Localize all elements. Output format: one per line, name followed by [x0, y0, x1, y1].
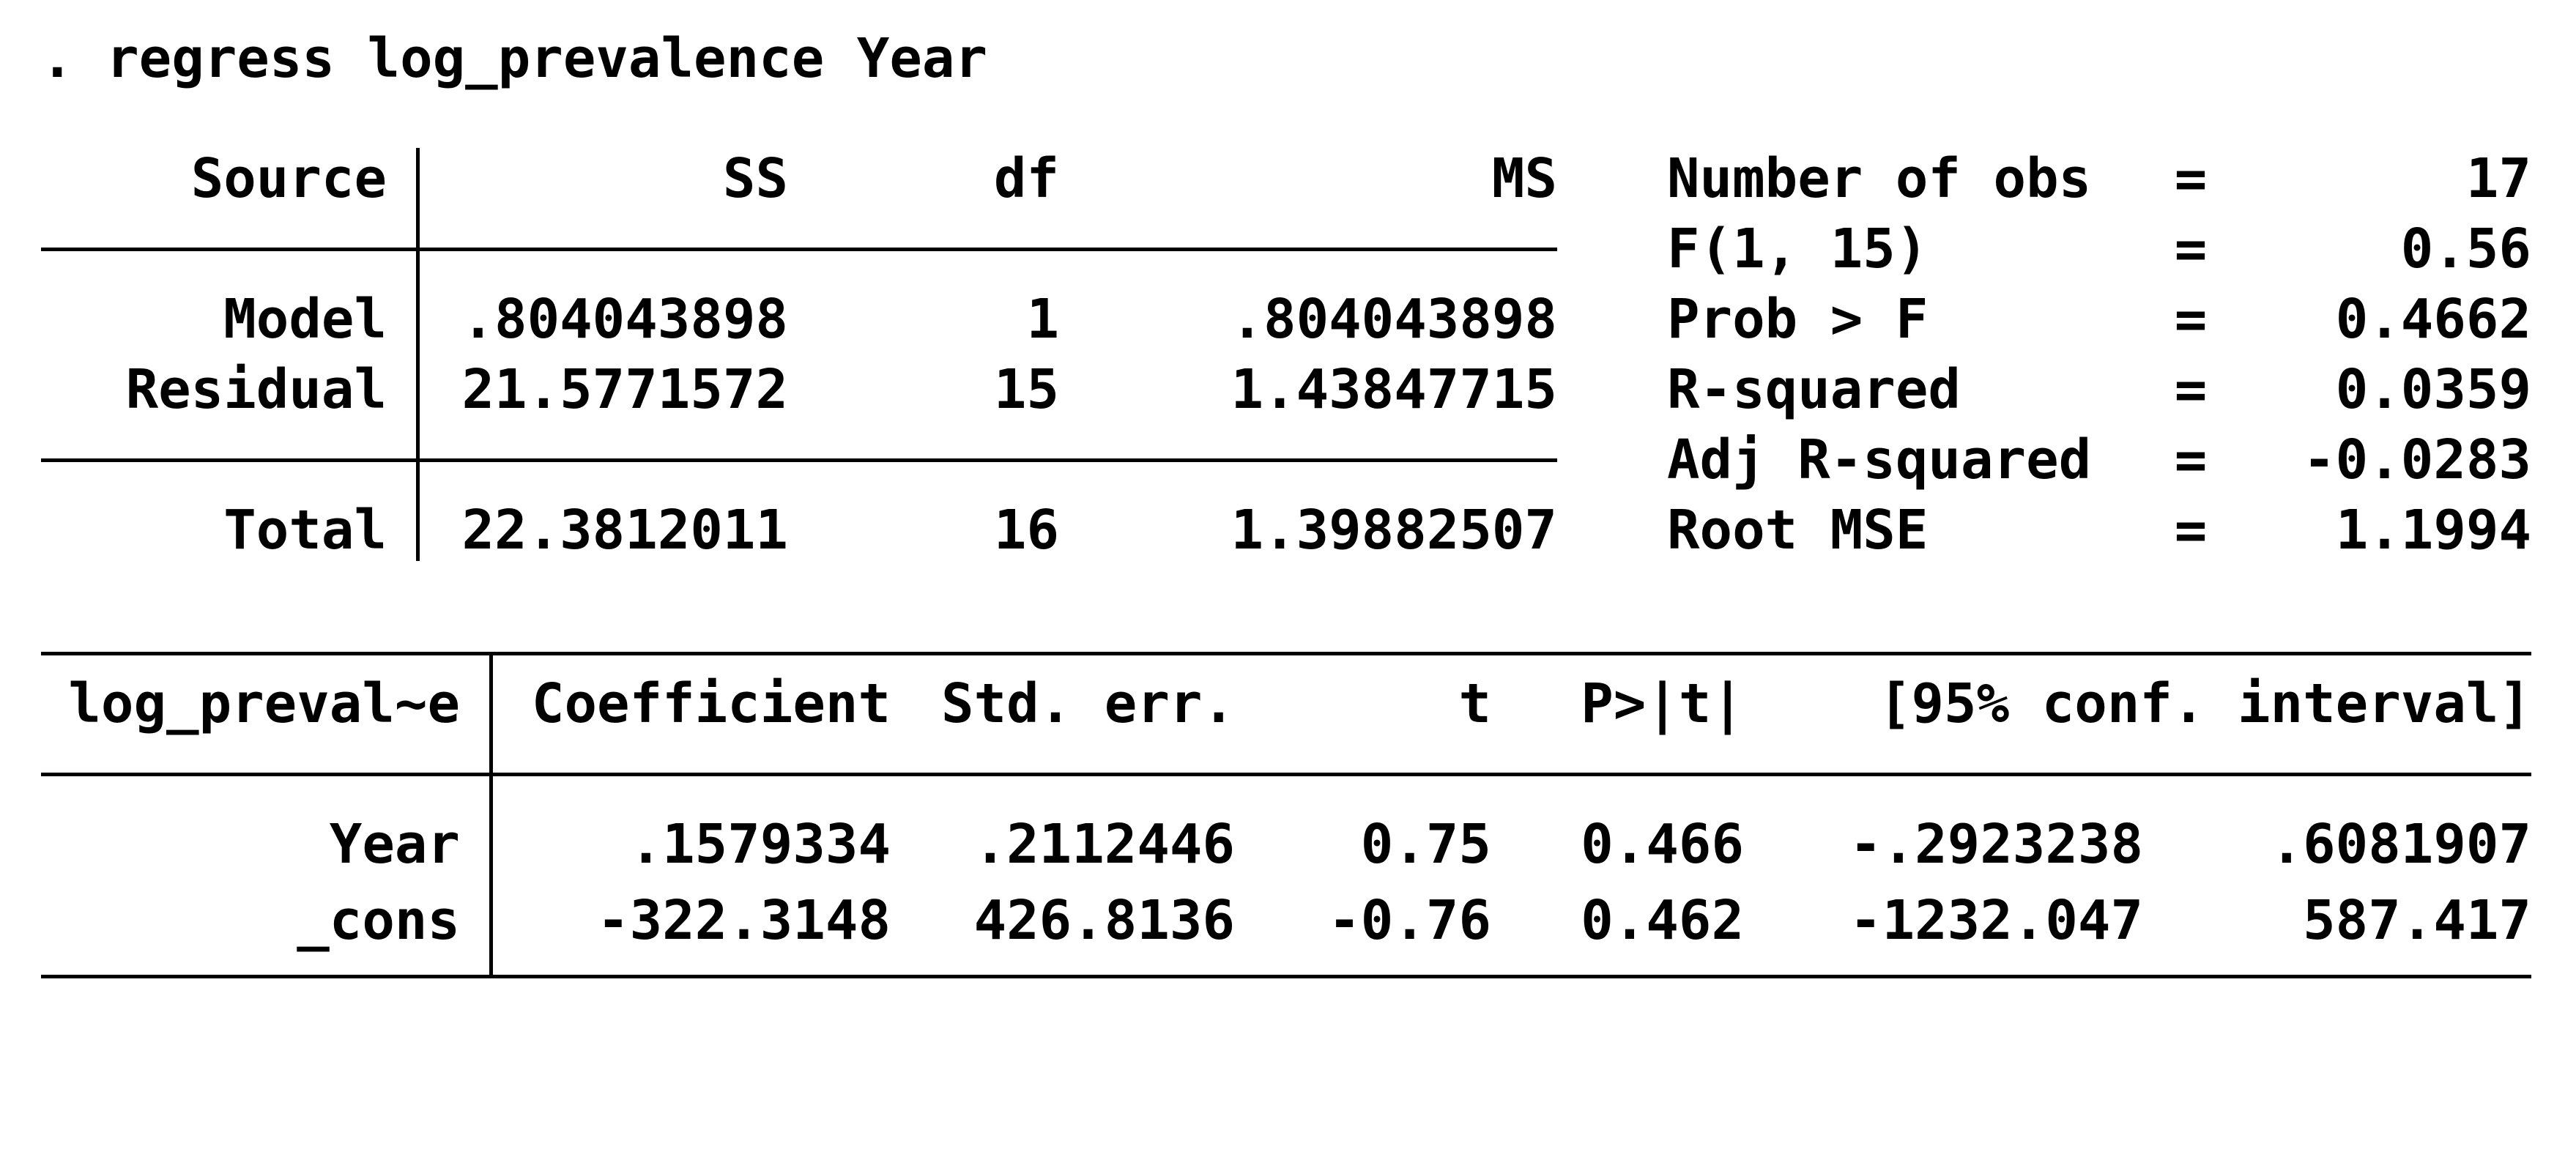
coef-cell-name: Year — [329, 813, 460, 876]
coef-cell-ci-low: -1232.047 — [1849, 889, 2143, 952]
stat-r-squared: R-squared = 0.0359 — [1667, 354, 2531, 425]
equals-sign: = — [2174, 288, 2208, 351]
coef-header-depvar: log_preval~e — [68, 672, 460, 735]
anova-cell-source: Total — [223, 499, 387, 562]
stat-label: F(1, 15) — [1667, 218, 1929, 280]
stat-value: 0.56 — [2400, 218, 2531, 280]
horizontal-rule — [41, 458, 1557, 462]
anova-rule-total — [41, 425, 1557, 495]
anova-cell-ms: 1.39882507 — [1231, 499, 1557, 562]
coef-cell-ci-low: -.2923238 — [1849, 813, 2143, 876]
horizontal-rule — [41, 773, 2531, 776]
stat-root-mse: Root MSE = 1.1994 — [1667, 495, 2531, 565]
anova-cell-ms: 1.43847715 — [1231, 358, 1557, 421]
anova-rule-top — [41, 214, 1557, 284]
coef-vertical-divider — [489, 655, 493, 975]
coef-header-coefficient: Coefficient — [531, 672, 891, 735]
coef-header-p: P>|t| — [1581, 672, 1744, 735]
anova-cell-ss: 22.3812011 — [461, 499, 788, 562]
anova-row-residual: Residual 21.5771572 15 1.43847715 — [41, 354, 1557, 425]
stat-value: 0.0359 — [2335, 358, 2531, 421]
coef-cell-coef: .1579334 — [629, 813, 891, 876]
coef-cell-stderr: 426.8136 — [973, 889, 1235, 952]
anova-row-model: Model .804043898 1 .804043898 — [41, 284, 1557, 354]
stat-value: 17 — [2465, 147, 2531, 210]
coef-header-t: t — [1458, 672, 1491, 735]
coef-row-year: Year .1579334 .2112446 0.75 0.466 -.2923… — [41, 806, 2531, 882]
command-text: . regress log_prevalence Year — [41, 27, 988, 90]
stat-label: Prob > F — [1667, 288, 1929, 351]
coef-rule-header — [41, 742, 2531, 806]
anova-table: Source SS df MS Model .804043898 1 .8040… — [41, 144, 1557, 565]
coef-row-cons: _cons -322.3148 426.8136 -0.76 0.462 -12… — [41, 882, 2531, 959]
equals-sign: = — [2174, 358, 2208, 421]
anova-cell-source: Residual — [125, 358, 387, 421]
equals-sign: = — [2174, 428, 2208, 491]
coef-cell-stderr: .2112446 — [973, 813, 1235, 876]
anova-vertical-divider — [416, 148, 420, 561]
horizontal-rule — [41, 248, 1557, 251]
stat-f: F(1, 15) = 0.56 — [1667, 214, 2531, 284]
stat-prob-f: Prob > F = 0.4662 — [1667, 284, 2531, 354]
stat-value: -0.0283 — [2303, 428, 2531, 491]
coef-cell-ci-high: 587.417 — [2303, 889, 2531, 952]
anova-header-df: df — [993, 147, 1059, 210]
equals-sign: = — [2174, 499, 2208, 562]
coef-cell-p: 0.462 — [1581, 889, 1744, 952]
stat-value: 0.4662 — [2335, 288, 2531, 351]
stat-adj-r-squared: Adj R-squared = -0.0283 — [1667, 425, 2531, 495]
coef-cell-name: _cons — [297, 889, 460, 952]
stat-number-of-obs: Number of obs = 17 — [1667, 144, 2531, 214]
anova-cell-ss: .804043898 — [461, 288, 788, 351]
stat-value: 1.1994 — [2335, 499, 2531, 562]
anova-row-total: Total 22.3812011 16 1.39882507 — [41, 495, 1557, 565]
stat-label: Adj R-squared — [1667, 428, 2092, 491]
anova-cell-ss: 21.5771572 — [461, 358, 788, 421]
coef-cell-p: 0.466 — [1581, 813, 1744, 876]
coef-cell-ci-high: .6081907 — [2270, 813, 2531, 876]
coefficient-table: log_preval~e Coefficient Std. err. t P>|… — [41, 652, 2531, 978]
equals-sign: = — [2174, 218, 2208, 280]
anova-cell-source: Model — [223, 288, 387, 351]
anova-cell-df: 16 — [993, 499, 1059, 562]
coef-cell-t: -0.76 — [1328, 889, 1491, 952]
anova-cell-df: 15 — [993, 358, 1059, 421]
anova-section: Source SS df MS Model .804043898 1 .8040… — [41, 144, 2535, 565]
coef-header-stderr: Std. err. — [941, 672, 1235, 735]
coef-header-ci: [95% conf. interval] — [1878, 672, 2531, 735]
coef-cell-t: 0.75 — [1360, 813, 1491, 876]
anova-header-source: Source — [190, 147, 387, 210]
command-line: . regress log_prevalence Year — [41, 21, 2535, 97]
stat-label: Root MSE — [1667, 499, 1929, 562]
anova-header-ss: SS — [722, 147, 788, 210]
stat-label: R-squared — [1667, 358, 1961, 421]
anova-cell-df: 1 — [1026, 288, 1059, 351]
coef-cell-coef: -322.3148 — [597, 889, 891, 952]
anova-header-ms: MS — [1491, 147, 1557, 210]
coef-header-row: log_preval~e Coefficient Std. err. t P>|… — [41, 666, 2531, 742]
stat-label: Number of obs — [1667, 147, 2092, 210]
fit-statistics: Number of obs = 17 F(1, 15) = 0.56 Prob … — [1667, 144, 2531, 565]
anova-cell-ms: .804043898 — [1231, 288, 1557, 351]
equals-sign: = — [2174, 147, 2208, 210]
anova-header-row: Source SS df MS — [41, 144, 1557, 214]
